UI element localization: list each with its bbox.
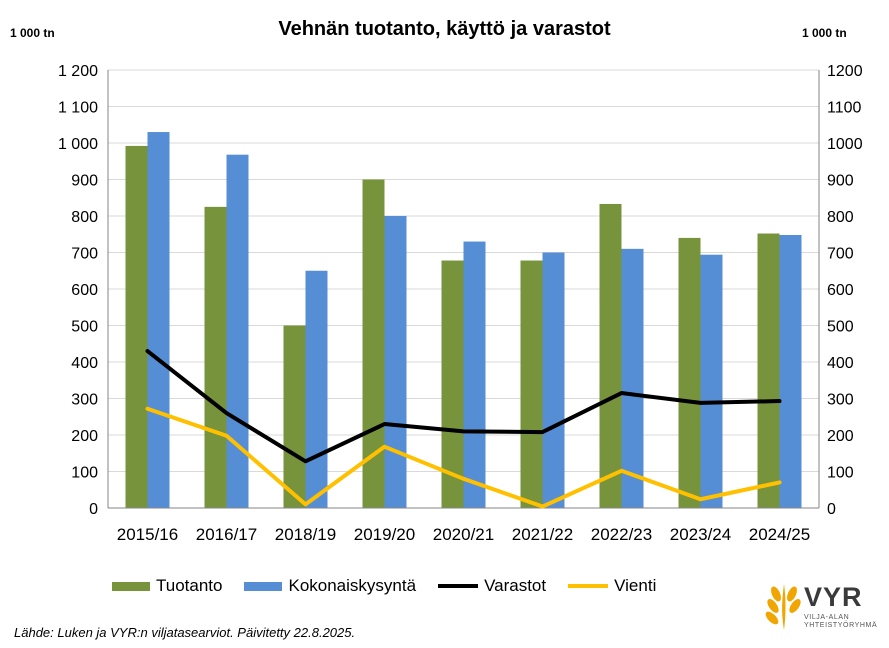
legend-swatch-tuotanto: [112, 581, 150, 591]
bar-tuotanto: [125, 145, 148, 509]
y-tick-label-right: 100: [827, 465, 854, 482]
bar-kokonaiskysynt-: [305, 270, 328, 508]
legend-swatch-vienti: [568, 584, 609, 588]
y-tick-label-left: 300: [71, 392, 98, 409]
x-tick-label: 2024/25: [749, 525, 810, 544]
bar-kokonaiskysynt-: [779, 234, 802, 509]
y-tick-label-left: 500: [71, 319, 98, 336]
legend-item-tuotanto: Tuotanto: [112, 576, 222, 596]
y-tick-label-left: 700: [71, 246, 98, 263]
bar-kokonaiskysynt-: [384, 216, 407, 508]
y-tick-label-left: 1 000: [58, 136, 98, 153]
bar-kokonaiskysynt-: [621, 248, 644, 508]
x-tick-label: 2016/17: [196, 525, 257, 544]
y-tick-label-right: 300: [827, 392, 854, 409]
wheat-icon: [765, 584, 801, 630]
bar-kokonaiskysynt-: [463, 241, 486, 509]
bar-kokonaiskysynt-: [226, 154, 249, 508]
y-tick-label-right: 200: [827, 428, 854, 445]
x-tick-label: 2015/16: [117, 525, 178, 544]
bar-tuotanto: [757, 233, 780, 508]
y-tick-label-right: 900: [827, 173, 854, 190]
chart-legend: Tuotanto Kokonaiskysyntä Varastot Vienti: [112, 576, 678, 596]
right-axis-unit: 1 000 tn: [802, 26, 847, 40]
chart-title: Vehnän tuotanto, käyttö ja varastot: [278, 18, 611, 40]
bar-tuotanto: [283, 325, 306, 508]
legend-item-kokonaiskysynta: Kokonaiskysyntä: [244, 576, 416, 596]
y-tick-label-right: 800: [827, 209, 854, 226]
x-tick-label: 2022/23: [591, 525, 652, 544]
y-tick-label-right: 400: [827, 355, 854, 372]
x-tick-label: 2023/24: [670, 525, 731, 544]
legend-label-kokonaiskysynta: Kokonaiskysyntä: [288, 576, 417, 595]
bar-tuotanto: [599, 203, 622, 508]
y-tick-label-right: 1100: [827, 100, 862, 117]
legend-item-vienti: Vienti: [568, 576, 656, 596]
bar-tuotanto: [678, 237, 701, 508]
legend-swatch-kokonaiskysynta: [244, 581, 283, 591]
bar-tuotanto: [520, 260, 543, 508]
y-tick-label-left: 400: [71, 355, 98, 372]
logo-subtitle-2: YHTEISTYÖRYHMÄ: [804, 622, 878, 629]
y-tick-label-left: 600: [71, 282, 98, 299]
y-tick-label-right: 700: [827, 246, 854, 263]
y-tick-label-left: 0: [89, 501, 98, 518]
source-note: Lähde: Luken ja VYR:n viljatasearviot. P…: [14, 625, 356, 640]
bar-tuotanto: [441, 260, 464, 508]
bar-kokonaiskysynt-: [542, 252, 565, 508]
line-varastot: [145, 349, 782, 464]
legend-item-varastot: Varastot: [438, 576, 546, 596]
x-tick-label: 2018/19: [275, 525, 336, 544]
bar-tuotanto: [204, 206, 227, 508]
logo-subtitle-1: VILJA-ALAN: [804, 614, 850, 621]
vyr-logo: VYR VILJA-ALAN YHTEISTYÖRYHMÄ: [764, 578, 886, 632]
legend-label-varastot: Varastot: [484, 576, 547, 595]
logo-name: VYR: [804, 582, 863, 612]
legend-label-tuotanto: Tuotanto: [156, 576, 223, 595]
x-tick-label: 2019/20: [354, 525, 415, 544]
left-axis-unit: 1 000 tn: [10, 26, 55, 40]
y-tick-label-right: 0: [827, 501, 836, 518]
y-tick-label-right: 500: [827, 319, 854, 336]
y-tick-label-right: 1000: [827, 136, 863, 153]
y-tick-label-left: 1 100: [58, 100, 98, 117]
legend-swatch-varastot: [438, 584, 479, 588]
line-vienti: [145, 406, 782, 509]
legend-label-vienti: Vienti: [614, 576, 657, 595]
y-tick-label-left: 100: [71, 465, 98, 482]
y-tick-label-right: 1200: [827, 63, 863, 80]
y-tick-label-left: 200: [71, 428, 98, 445]
bar-kokonaiskysynt-: [147, 132, 170, 509]
y-tick-label-left: 900: [71, 173, 98, 190]
bar-kokonaiskysynt-: [700, 254, 723, 508]
y-tick-label-right: 600: [827, 282, 854, 299]
x-tick-label: 2021/22: [512, 525, 573, 544]
x-tick-label: 2020/21: [433, 525, 494, 544]
y-tick-label-left: 800: [71, 209, 98, 226]
y-tick-label-left: 1 200: [58, 63, 98, 80]
